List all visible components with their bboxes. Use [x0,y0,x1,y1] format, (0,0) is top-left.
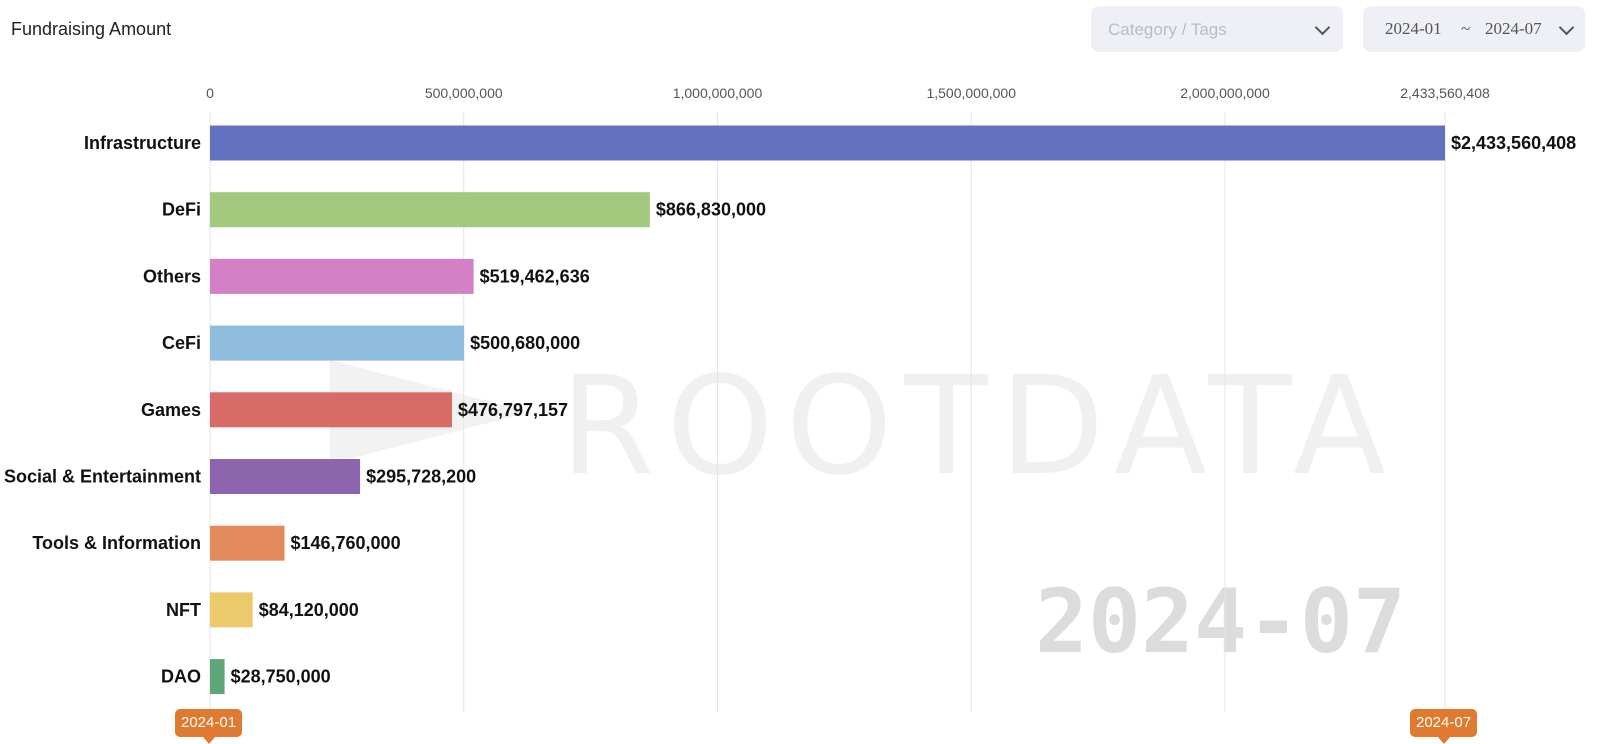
x-tick-label: 0 [206,85,214,101]
category-label: DAO [161,667,201,687]
category-label: Social & Entertainment [4,467,201,487]
bar [210,192,650,228]
category-label: Tools & Information [32,533,201,553]
value-label: $146,760,000 [290,533,400,553]
x-tick-label: 2,000,000,000 [1180,85,1270,101]
date-range-select[interactable]: 2024-01 ~ 2024-07 [1363,6,1585,52]
x-tick-label: 1,000,000,000 [673,85,763,101]
date-to: 2024-07 [1485,19,1542,38]
value-label: $519,462,636 [480,266,590,286]
value-label: $476,797,157 [458,400,568,420]
bar [210,258,474,294]
value-label: $866,830,000 [656,200,766,220]
timeline-start-marker[interactable]: 2024-01 [175,709,243,744]
category-label: Others [143,266,201,286]
bar [210,659,225,695]
watermark-brand: ROOTDATA [560,348,1399,506]
bar [210,125,1445,161]
x-tick-label: 1,500,000,000 [926,85,1016,101]
x-tick-label: 500,000,000 [425,85,503,101]
category-label: NFT [166,600,201,620]
chart-title: Fundraising Amount [11,19,172,39]
date-separator: ~ [1461,19,1471,38]
period-watermark: 2024-07 [1035,570,1406,673]
category-label: CeFi [162,333,201,353]
bar [210,392,452,428]
category-label: Infrastructure [84,133,201,153]
value-label: $500,680,000 [470,333,580,353]
value-label: $84,120,000 [259,600,359,620]
value-label: $295,728,200 [366,467,476,487]
bar [210,525,285,561]
value-label: $28,750,000 [231,667,331,687]
category-label: Games [141,400,201,420]
date-from: 2024-01 [1385,19,1442,38]
x-tick-label: 2,433,560,408 [1400,85,1490,101]
bar [210,325,465,361]
value-label: $2,433,560,408 [1451,133,1576,153]
category-label: DeFi [162,200,201,220]
category-tags-select[interactable]: Category / Tags [1091,6,1343,52]
timeline-end-marker[interactable]: 2024-07 [1410,709,1478,744]
category-placeholder: Category / Tags [1108,20,1227,39]
bar [210,459,361,494]
bar [210,592,253,628]
